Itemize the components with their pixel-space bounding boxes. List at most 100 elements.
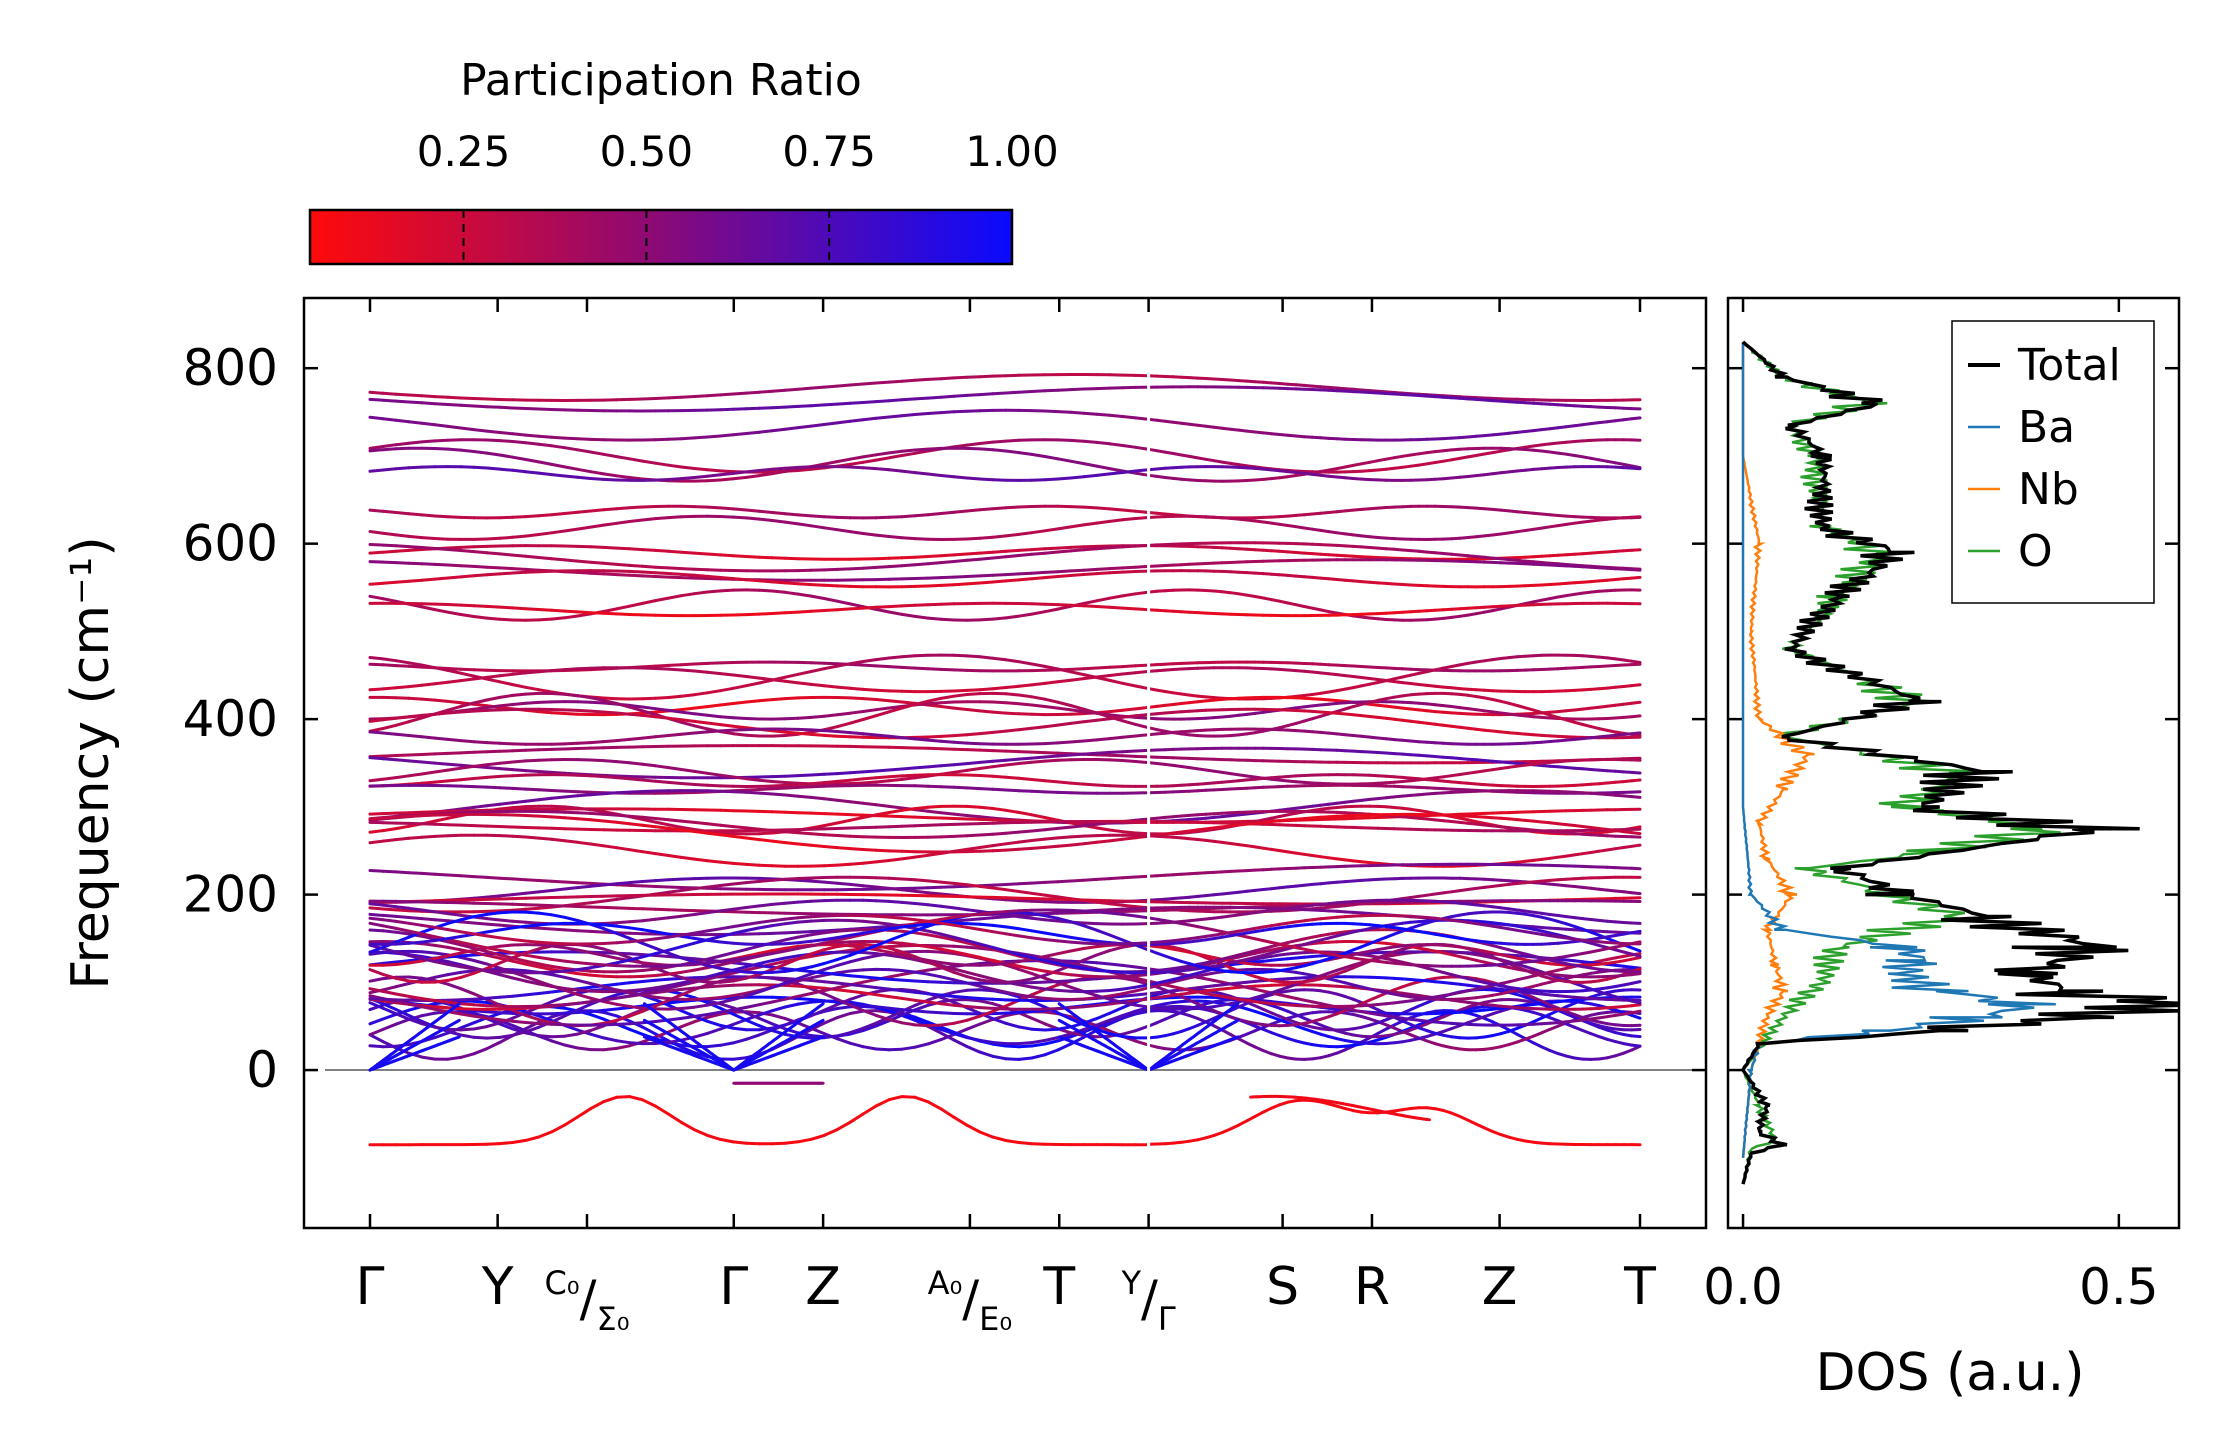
optical-band (1004, 749, 1021, 754)
optical-band (420, 401, 437, 406)
optical-band (498, 453, 515, 459)
optical-band (731, 775, 748, 781)
optical-band (1121, 508, 1138, 513)
optical-band (381, 731, 398, 736)
optical-band (420, 513, 437, 518)
optical-band (796, 731, 813, 736)
optical-band (1043, 409, 1060, 414)
optical-band (874, 467, 891, 472)
optical-band (991, 787, 1008, 792)
optical-band (394, 561, 411, 565)
optical-band (1056, 758, 1073, 762)
optical-band (965, 732, 982, 737)
optical-band (770, 511, 787, 516)
optical-band (485, 802, 502, 808)
optical-band (615, 702, 631, 709)
optical-band (381, 723, 398, 730)
optical-band (641, 709, 657, 717)
optical-band (1030, 750, 1047, 755)
optical-band (381, 580, 398, 585)
optical-band (628, 476, 644, 481)
optical-band (1630, 416, 1642, 421)
optical-band (459, 671, 476, 678)
optical-band (407, 578, 424, 583)
optical-band (433, 698, 450, 703)
optical-band (368, 816, 385, 821)
optical-band (692, 885, 709, 891)
optical-band (952, 881, 969, 887)
optical-band (472, 824, 489, 828)
optical-band (368, 718, 385, 723)
optical-band (459, 564, 476, 568)
optical-band (887, 610, 904, 616)
optical-band (705, 505, 722, 510)
optical-band (433, 768, 450, 774)
optical-band (628, 736, 644, 741)
optical-band (628, 547, 644, 552)
optical-band (472, 702, 489, 708)
optical-band (874, 565, 891, 569)
optical-band (498, 806, 515, 811)
optical-band (796, 465, 813, 469)
optical-band (1069, 824, 1086, 829)
optical-band (524, 890, 541, 895)
optical-band (615, 474, 631, 479)
optical-band (926, 512, 943, 517)
optical-band (407, 906, 424, 912)
optical-band (1004, 757, 1021, 762)
colorbar-tick-label: 0.75 (782, 127, 876, 176)
optical-band (861, 780, 878, 785)
optical-band (718, 823, 735, 829)
optical-band (679, 465, 696, 470)
optical-band (783, 610, 800, 615)
optical-band (459, 810, 476, 815)
optical-band (731, 732, 748, 737)
optical-band (874, 775, 891, 780)
optical-band (1030, 478, 1047, 482)
optical-band (900, 612, 917, 618)
optical-band (731, 834, 748, 840)
optical-band (394, 814, 411, 819)
optical-band (679, 718, 696, 723)
optical-band (615, 881, 631, 886)
optical-band (381, 716, 398, 722)
optical-band (1630, 778, 1642, 783)
optical-band (848, 455, 865, 461)
optical-band (1069, 739, 1086, 744)
optical-band (641, 570, 657, 575)
optical-band (1043, 550, 1060, 555)
optical-band (965, 409, 982, 413)
optical-band (628, 814, 644, 819)
optical-band (498, 680, 515, 687)
optical-band (407, 561, 424, 566)
optical-band (1017, 683, 1034, 688)
optical-band (628, 883, 644, 888)
optical-band (757, 467, 774, 472)
optical-band (563, 816, 580, 821)
optical-band (511, 468, 528, 474)
optical-band (1108, 413, 1125, 418)
optical-band (913, 653, 930, 658)
optical-band (679, 668, 696, 673)
optical-band (861, 732, 878, 737)
optical-band (524, 441, 541, 446)
optical-band (1043, 455, 1060, 461)
optical-band (1095, 519, 1112, 525)
optical-band (511, 570, 528, 575)
optical-band (1030, 755, 1047, 760)
optical-band (472, 450, 489, 455)
optical-band (394, 466, 411, 471)
optical-band (420, 908, 437, 914)
optical-band (485, 536, 502, 541)
optical-band (692, 590, 709, 596)
acoustic-band (692, 1051, 709, 1059)
optical-band (731, 507, 748, 512)
optical-band (433, 447, 450, 451)
optical-band (498, 774, 515, 778)
optical-band (394, 696, 411, 700)
optical-band (978, 730, 995, 736)
optical-band (835, 419, 852, 425)
optical-band (809, 732, 826, 737)
optical-band (965, 476, 982, 481)
optical-band (991, 842, 1008, 848)
